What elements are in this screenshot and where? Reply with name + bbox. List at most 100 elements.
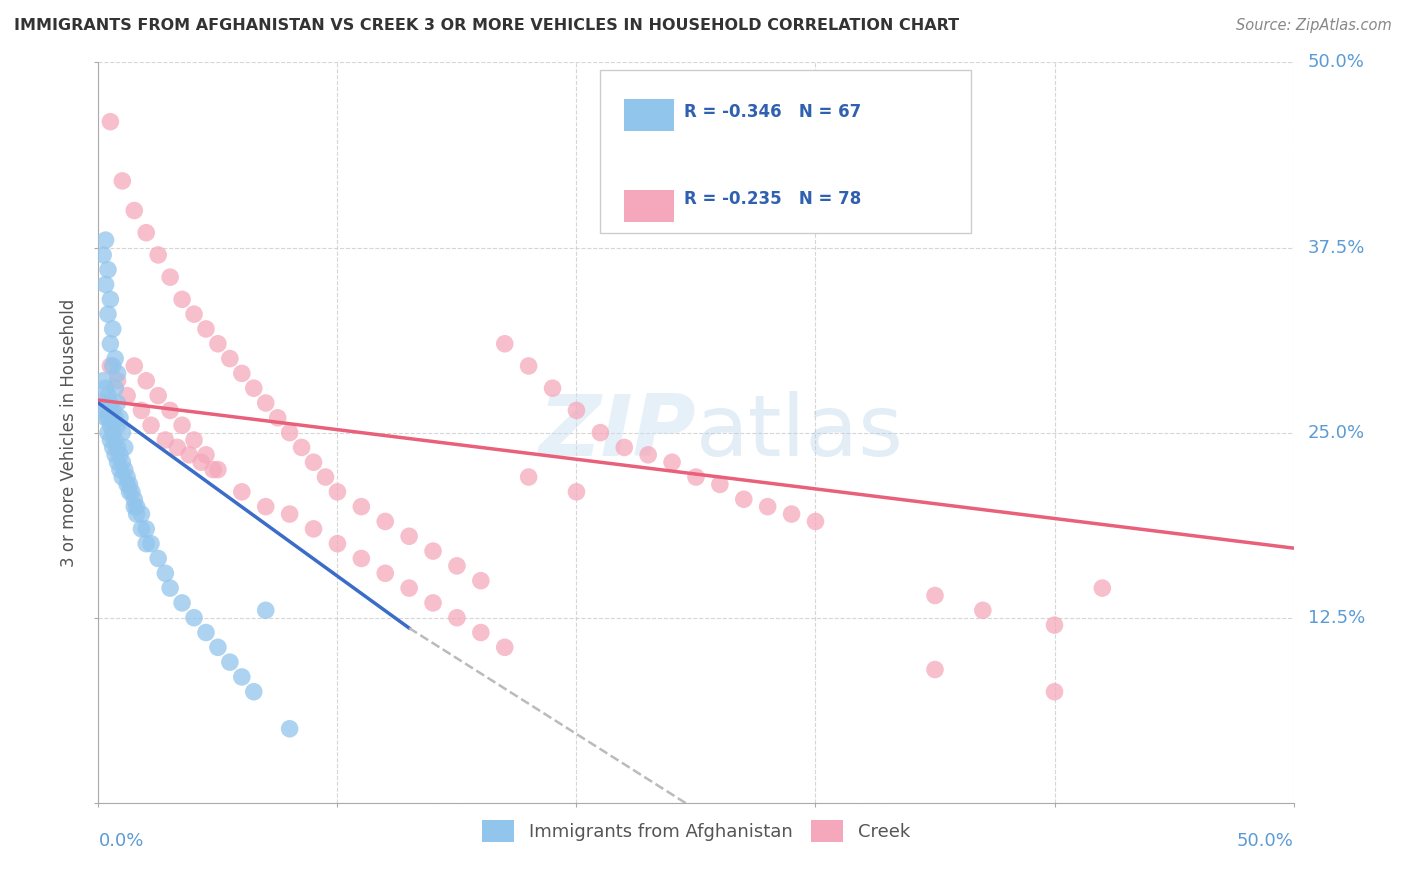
Point <box>207 336 229 351</box>
Point <box>291 441 314 455</box>
Point <box>398 581 420 595</box>
Point <box>115 470 138 484</box>
Point <box>1043 685 1066 699</box>
Point <box>159 581 181 595</box>
Point <box>91 396 114 410</box>
Point <box>733 492 755 507</box>
Point <box>685 470 707 484</box>
Y-axis label: 3 or more Vehicles in Household: 3 or more Vehicles in Household <box>60 299 79 566</box>
Point <box>94 233 117 247</box>
Point <box>254 396 277 410</box>
Point <box>98 293 122 307</box>
Point <box>104 433 127 447</box>
Point <box>97 410 120 425</box>
Text: 50.0%: 50.0% <box>1308 54 1365 71</box>
Point <box>124 359 146 373</box>
Text: atlas: atlas <box>696 391 904 475</box>
Point <box>98 359 122 373</box>
Point <box>104 381 127 395</box>
Point <box>278 425 301 440</box>
Point <box>131 403 153 417</box>
Point <box>114 462 136 476</box>
Point <box>326 536 349 550</box>
Point <box>107 441 129 455</box>
Point <box>219 655 242 669</box>
Point <box>159 270 181 285</box>
Point <box>541 381 564 395</box>
Point <box>94 410 117 425</box>
Point <box>231 670 253 684</box>
Point <box>172 293 194 307</box>
Point <box>179 448 201 462</box>
Point <box>756 500 779 514</box>
Point <box>98 418 122 433</box>
Point <box>446 610 468 624</box>
Point <box>111 174 134 188</box>
Point <box>924 589 946 603</box>
Point <box>107 367 129 381</box>
Point <box>172 596 194 610</box>
Text: 25.0%: 25.0% <box>1308 424 1365 442</box>
Point <box>195 448 218 462</box>
Point <box>104 410 127 425</box>
Point <box>107 396 129 410</box>
Point <box>94 277 117 292</box>
Point <box>135 374 157 388</box>
Point <box>111 425 134 440</box>
Point <box>124 203 146 218</box>
Point <box>207 640 229 655</box>
Point <box>101 359 124 373</box>
Point <box>398 529 420 543</box>
Point <box>183 610 205 624</box>
Point <box>124 492 146 507</box>
Point <box>565 484 588 499</box>
Point <box>155 433 177 447</box>
Point <box>374 566 396 581</box>
Text: 50.0%: 50.0% <box>1237 832 1294 850</box>
Point <box>190 455 212 469</box>
FancyBboxPatch shape <box>624 190 675 221</box>
Point <box>139 536 162 550</box>
Point <box>267 410 290 425</box>
Legend: Immigrants from Afghanistan, Creek: Immigrants from Afghanistan, Creek <box>475 813 917 849</box>
Point <box>661 455 683 469</box>
Point <box>243 381 266 395</box>
Point <box>97 425 120 440</box>
Point <box>101 322 124 336</box>
Point <box>118 484 141 499</box>
Text: 0.0%: 0.0% <box>98 832 143 850</box>
Point <box>98 114 122 128</box>
Point <box>101 441 124 455</box>
Point <box>104 448 127 462</box>
Point <box>114 441 136 455</box>
Point <box>135 522 157 536</box>
Point <box>121 484 143 499</box>
Point <box>108 410 131 425</box>
Point <box>565 403 588 417</box>
Point <box>315 470 337 484</box>
Point <box>101 425 124 440</box>
Point <box>108 462 131 476</box>
Point <box>422 544 444 558</box>
Point <box>637 448 659 462</box>
Point <box>243 685 266 699</box>
Point <box>183 307 205 321</box>
FancyBboxPatch shape <box>600 70 972 233</box>
Point <box>780 507 803 521</box>
Point <box>108 448 131 462</box>
Point <box>613 441 636 455</box>
Point <box>446 558 468 573</box>
Point <box>107 374 129 388</box>
Point <box>231 367 253 381</box>
Point <box>374 515 396 529</box>
Text: 37.5%: 37.5% <box>1308 238 1365 257</box>
Point <box>148 248 170 262</box>
Point <box>107 418 129 433</box>
Point <box>202 462 225 476</box>
Text: Source: ZipAtlas.com: Source: ZipAtlas.com <box>1236 18 1392 33</box>
Point <box>97 262 120 277</box>
Point <box>124 500 146 514</box>
FancyBboxPatch shape <box>624 99 675 130</box>
Point <box>135 536 157 550</box>
Point <box>517 470 540 484</box>
